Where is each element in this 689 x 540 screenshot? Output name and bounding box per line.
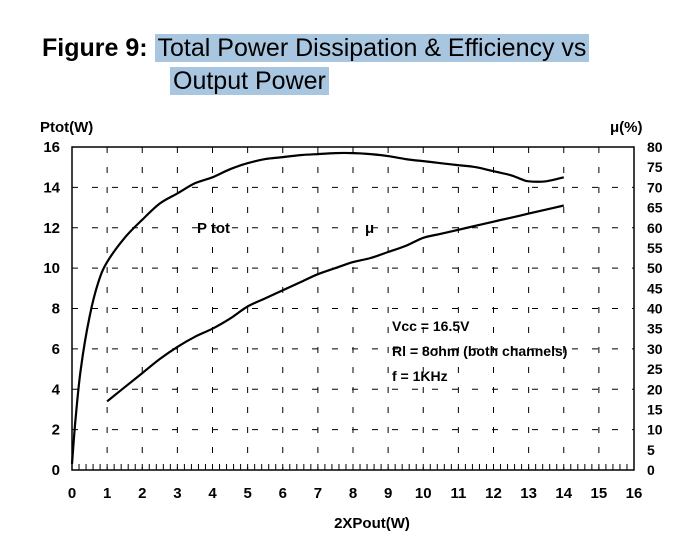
figure-title-line2: Output Power bbox=[170, 66, 329, 96]
annotation-f: f = 1KHz bbox=[392, 368, 448, 384]
y2-tick-label: 70 bbox=[647, 179, 663, 195]
y2-tick-label: 75 bbox=[647, 159, 663, 175]
x-tick-label: 7 bbox=[314, 485, 322, 502]
y2-tick-label: 10 bbox=[647, 422, 663, 438]
series-label-mu: μ bbox=[365, 220, 374, 237]
x-tick-label: 13 bbox=[520, 485, 537, 502]
chart-grid bbox=[72, 147, 634, 470]
y-tick-label: 0 bbox=[52, 462, 60, 479]
y-tick-label: 12 bbox=[43, 220, 60, 237]
y-tick-label: 8 bbox=[52, 301, 60, 318]
x-tick-label: 10 bbox=[415, 485, 432, 502]
x-tick-label: 9 bbox=[384, 485, 392, 502]
x-tick-label: 5 bbox=[243, 485, 251, 502]
x-tick-label: 3 bbox=[173, 485, 181, 502]
y2-tick-label: 35 bbox=[647, 321, 663, 337]
y2-tick-label: 15 bbox=[647, 401, 663, 417]
chart-frame bbox=[71, 146, 635, 471]
y2-tick-label: 60 bbox=[647, 220, 663, 236]
annotation-rl: Rl = 8ohm (both channels) bbox=[392, 343, 567, 359]
x-tick-label: 16 bbox=[626, 485, 643, 502]
y2-tick-label: 45 bbox=[647, 280, 663, 296]
y-axis-left: 0 2 4 6 8 10 12 14 16 bbox=[43, 139, 60, 479]
x-axis: 0 1 2 3 4 5 6 7 8 9 10 11 12 13 14 15 16 bbox=[68, 485, 643, 502]
x-axis-label: 2XPout(W) bbox=[334, 515, 410, 532]
y-tick-label: 4 bbox=[52, 381, 61, 398]
y-axis-right: 0 5 10 15 20 25 30 35 40 45 50 55 60 65 70 75 80 bbox=[647, 139, 663, 478]
y2-tick-label: 55 bbox=[647, 240, 663, 256]
y2-tick-label: 30 bbox=[647, 341, 663, 357]
figure-title: Figure 9: Total Power Dissipation & Effi… bbox=[42, 33, 590, 63]
x-tick-label: 8 bbox=[349, 485, 357, 502]
series-line-mu bbox=[106, 204, 565, 403]
y2-tick-label: 5 bbox=[647, 442, 655, 458]
x-tick-label: 15 bbox=[591, 485, 608, 502]
figure-title-text: Total Power Dissipation & Efficiency vs bbox=[154, 34, 590, 62]
y-axis-label: Ptot(W) bbox=[40, 119, 93, 136]
y-tick-label: 2 bbox=[52, 422, 60, 439]
x-tick-label: 12 bbox=[485, 485, 502, 502]
x-tick-label: 6 bbox=[279, 485, 287, 502]
y-tick-label: 6 bbox=[52, 341, 60, 358]
y-tick-label: 14 bbox=[43, 179, 60, 196]
x-tick-label: 14 bbox=[555, 485, 572, 502]
y2-tick-label: 25 bbox=[647, 361, 663, 377]
x-tick-label: 2 bbox=[138, 485, 146, 502]
x-tick-label: 4 bbox=[208, 485, 217, 502]
x-tick-label: 1 bbox=[103, 485, 111, 502]
x-tick-label: 11 bbox=[450, 485, 466, 502]
y2-axis-label: μ(%) bbox=[610, 119, 643, 136]
figure-title-text-2: Output Power bbox=[170, 67, 329, 95]
y-tick-label: 10 bbox=[43, 260, 60, 277]
figure-label: Figure 9: bbox=[42, 34, 148, 62]
y-tick-label: 16 bbox=[43, 139, 60, 156]
y2-tick-label: 50 bbox=[647, 260, 663, 276]
y2-tick-label: 20 bbox=[647, 381, 663, 397]
series-line-ptot bbox=[70, 151, 565, 464]
y2-tick-label: 40 bbox=[647, 301, 663, 317]
annotation-vcc: Vcc = 16.5V bbox=[392, 318, 470, 334]
chart-series bbox=[70, 151, 565, 464]
y2-tick-label: 65 bbox=[647, 200, 663, 216]
series-label-ptot: P tot bbox=[197, 220, 230, 237]
y2-tick-label: 0 bbox=[647, 462, 655, 478]
x-tick-label: 0 bbox=[68, 485, 76, 502]
y2-tick-label: 80 bbox=[647, 139, 663, 155]
